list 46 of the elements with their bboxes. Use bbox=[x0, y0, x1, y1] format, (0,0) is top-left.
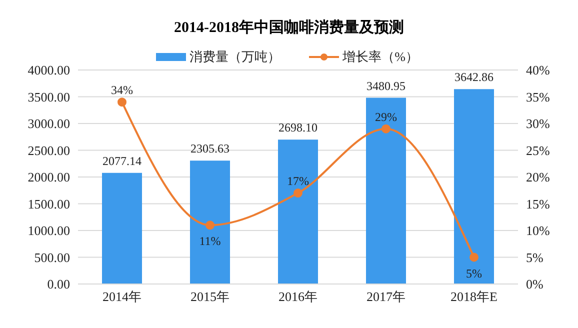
y2-tick-label: 35% bbox=[526, 89, 550, 104]
y-tick-label: 500.00 bbox=[34, 250, 70, 265]
data-label: 2305.63 bbox=[190, 142, 230, 156]
y-tick-label: 1000.00 bbox=[28, 223, 70, 238]
point bbox=[294, 188, 302, 198]
x-tick-label: 2017年 bbox=[366, 289, 406, 304]
data-label: 11% bbox=[199, 234, 221, 248]
y-tick-label: 3000.00 bbox=[28, 116, 70, 132]
y-tick-label: 1500.00 bbox=[28, 196, 70, 212]
bar bbox=[278, 140, 318, 284]
y-tick-label: 4000.00 bbox=[28, 62, 70, 78]
y-tick-label: 3500.00 bbox=[28, 89, 70, 104]
y2-tick-label: 10% bbox=[526, 223, 550, 238]
y2-tick-label: 25% bbox=[526, 142, 550, 158]
x-tick-label: 2018年E bbox=[450, 289, 498, 304]
point bbox=[206, 220, 214, 230]
data-label: 3480.95 bbox=[366, 78, 406, 93]
x-tick-label: 2014年 bbox=[102, 289, 142, 304]
x-tick-label: 2016年 bbox=[278, 289, 318, 304]
y2-tick-label: 30% bbox=[526, 116, 550, 132]
y2-tick-label: 20% bbox=[526, 170, 550, 185]
legend-label: 增长率（%） bbox=[342, 48, 418, 66]
data-label: 5% bbox=[466, 266, 482, 280]
x-tick-label: 2015年 bbox=[190, 289, 230, 304]
bar bbox=[190, 160, 230, 284]
data-label: 17% bbox=[287, 174, 309, 188]
data-label: 3642.86 bbox=[454, 70, 494, 84]
y2-tick-label: 40% bbox=[526, 62, 550, 78]
y2-tick-label: 0% bbox=[526, 276, 544, 292]
bar bbox=[454, 89, 494, 284]
y-tick-label: 2500.00 bbox=[28, 142, 70, 158]
y2-tick-label: 15% bbox=[526, 196, 550, 212]
point bbox=[382, 124, 390, 134]
bar bbox=[102, 172, 142, 284]
y2-tick-label: 5% bbox=[526, 250, 544, 265]
y-tick-label: 0.00 bbox=[47, 276, 70, 292]
data-label: 34% bbox=[111, 83, 133, 98]
point bbox=[118, 98, 126, 107]
y-tick-label: 2000.00 bbox=[28, 170, 70, 185]
data-label: 29% bbox=[375, 110, 397, 124]
data-label: 2698.10 bbox=[278, 120, 318, 135]
legend-label: 消费量（万吨） bbox=[188, 48, 281, 66]
point bbox=[470, 252, 478, 262]
data-label: 2077.14 bbox=[102, 154, 142, 168]
chart-title: 2014-2018年中国咖啡消费量及预测 bbox=[173, 18, 405, 38]
bar bbox=[366, 98, 406, 284]
